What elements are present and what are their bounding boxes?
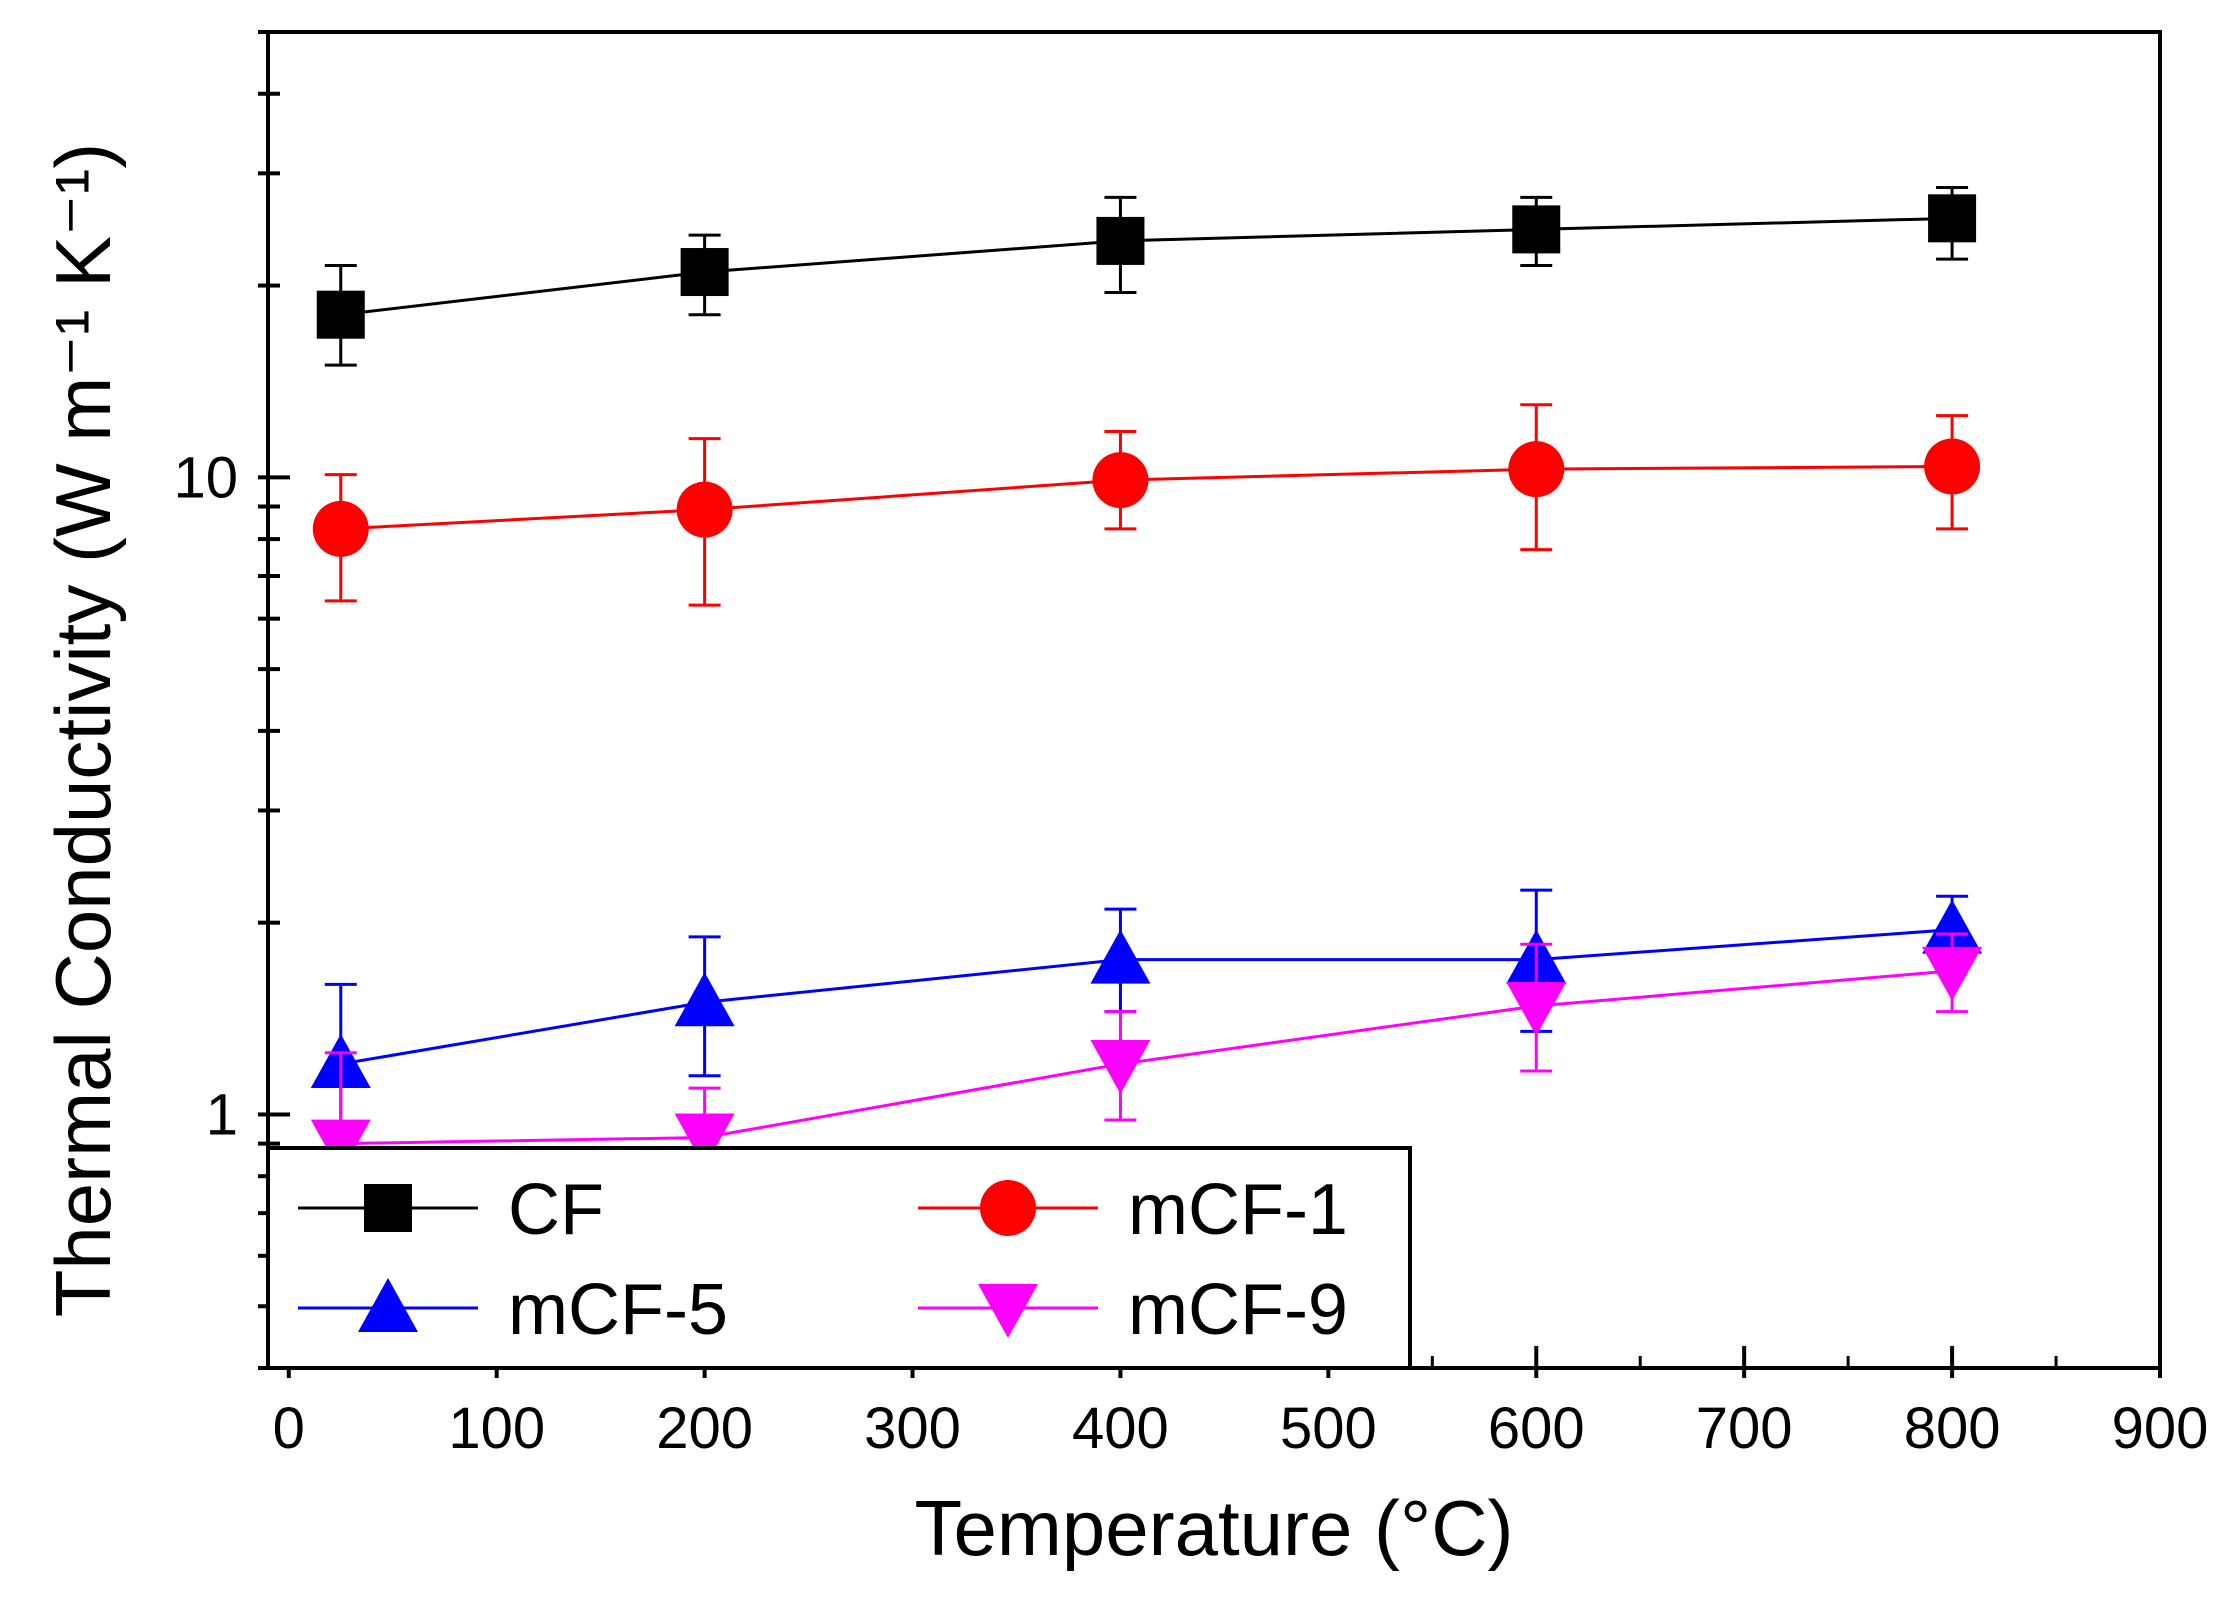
legend-label: mCF-5 bbox=[508, 1270, 728, 1350]
x-tick-label: 900 bbox=[2112, 1396, 2209, 1461]
legend-item-CF: CF bbox=[298, 1170, 604, 1250]
legend-marker bbox=[980, 1180, 1036, 1236]
data-point bbox=[1922, 899, 1983, 954]
series-CF bbox=[316, 186, 1977, 367]
data-point bbox=[1924, 438, 1981, 495]
plot-area bbox=[310, 186, 1983, 1282]
data-point bbox=[676, 481, 733, 538]
data-point bbox=[316, 290, 365, 339]
data-point bbox=[1512, 205, 1561, 254]
data-point bbox=[674, 972, 735, 1027]
legend: CF mCF-1 mCF-5 mCF-9 bbox=[266, 1146, 1412, 1370]
data-point bbox=[680, 248, 729, 297]
data-point bbox=[1928, 194, 1977, 243]
legend-box bbox=[266, 1146, 1412, 1370]
series-line bbox=[340, 969, 1953, 1146]
legend-label: CF bbox=[508, 1170, 604, 1250]
x-tick-label: 300 bbox=[864, 1396, 961, 1461]
legend-item-mCF-1: mCF-1 bbox=[918, 1170, 1348, 1250]
x-tick-label: 400 bbox=[1072, 1396, 1169, 1461]
legend-item-mCF-5: mCF-5 bbox=[298, 1270, 728, 1350]
series-mCF-9 bbox=[310, 932, 1983, 1282]
legend-item-mCF-9: mCF-9 bbox=[918, 1270, 1348, 1350]
legend-marker bbox=[364, 1184, 412, 1232]
x-tick-label: 700 bbox=[1696, 1396, 1793, 1461]
legend-label: mCF-9 bbox=[1128, 1270, 1348, 1350]
x-tick-label: 0 bbox=[273, 1396, 305, 1461]
data-point bbox=[674, 1113, 735, 1168]
x-tick-label: 200 bbox=[656, 1396, 753, 1461]
series-mCF-1 bbox=[312, 403, 1981, 607]
x-tick-label: 600 bbox=[1488, 1396, 1585, 1461]
y-axis-title: Thermal Conductivity (W m⁻¹ K⁻¹) bbox=[39, 143, 127, 1317]
data-point bbox=[312, 500, 369, 557]
series-line bbox=[340, 216, 1953, 317]
data-point bbox=[1090, 1040, 1151, 1095]
legend-marker bbox=[358, 1278, 418, 1332]
x-tick-label: 500 bbox=[1280, 1396, 1377, 1461]
data-point bbox=[1508, 441, 1565, 498]
legend-label: mCF-1 bbox=[1128, 1170, 1348, 1250]
axes: 0 100 200 300 400 500 600 700 800 900 1 10 bbox=[173, 30, 2209, 1461]
data-point bbox=[1506, 981, 1567, 1036]
y-tick-label: 1 bbox=[206, 1082, 238, 1147]
data-point bbox=[1922, 946, 1983, 1001]
x-tick-label: 800 bbox=[1904, 1396, 2001, 1461]
data-point bbox=[1092, 452, 1149, 509]
y-tick-label: 10 bbox=[173, 445, 238, 510]
series-mCF-5 bbox=[310, 888, 1983, 1161]
x-axis-title: Temperature (°C) bbox=[914, 1484, 1513, 1572]
legend-marker bbox=[978, 1284, 1038, 1338]
data-point bbox=[1090, 929, 1151, 984]
x-tick-label: 100 bbox=[448, 1396, 545, 1461]
data-point bbox=[1096, 216, 1145, 265]
